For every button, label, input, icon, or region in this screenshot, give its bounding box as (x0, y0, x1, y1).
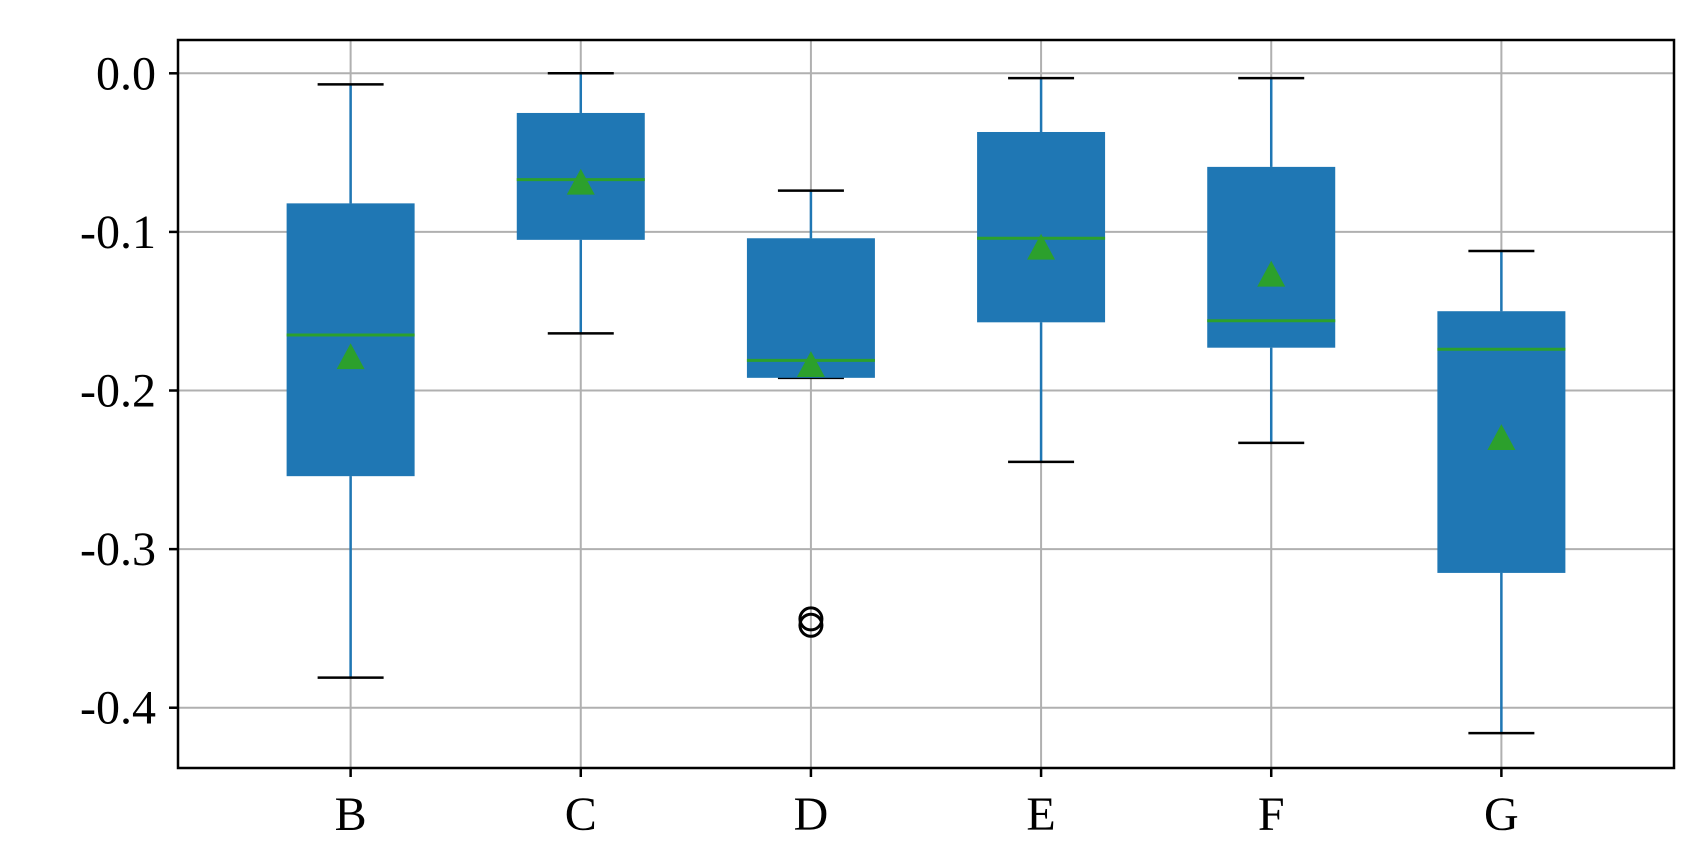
box-body (286, 203, 415, 477)
y-tick-label: 0.0 (96, 47, 156, 100)
box-series (286, 72, 1566, 735)
x-tick-label: F (1258, 788, 1285, 841)
mean-marker (1027, 233, 1056, 260)
mean-marker (336, 343, 365, 370)
plot-frame (176, 38, 1676, 770)
mean-marker (796, 351, 825, 378)
x-tick-label: B (335, 788, 367, 841)
y-tick-label: -0.3 (80, 523, 156, 576)
outlier-point (798, 612, 824, 638)
x-tick-label: D (794, 788, 829, 841)
x-tick-label: C (565, 788, 597, 841)
x-tick-label: E (1026, 788, 1055, 841)
box-body (1207, 166, 1336, 348)
box-body (977, 131, 1106, 323)
box-F (1207, 76, 1336, 445)
mean-marker (1257, 260, 1286, 287)
axes (169, 38, 1676, 777)
y-tick-label: -0.2 (80, 365, 156, 418)
box-B (286, 83, 415, 679)
box-D (746, 189, 875, 638)
box-C (516, 72, 645, 335)
box-G (1437, 249, 1566, 735)
box-E (977, 76, 1106, 464)
x-tick-label: G (1484, 788, 1519, 841)
outlier-point (798, 606, 824, 632)
y-tick-label: -0.4 (80, 682, 156, 735)
y-tick-label: -0.1 (80, 206, 156, 259)
mean-marker (566, 168, 595, 195)
mean-marker (1487, 424, 1516, 451)
tick-labels: 0.0 -0.1 -0.2 -0.3 -0.4 B C D E F G (80, 47, 1519, 841)
